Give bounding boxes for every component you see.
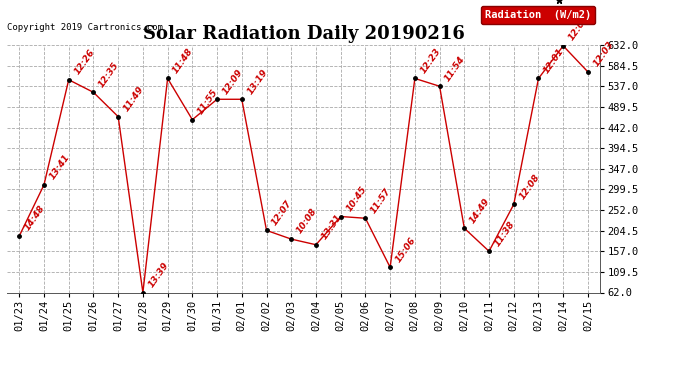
Text: 11:48: 11:48 [171, 46, 195, 75]
Text: 12:03: 12:03 [591, 40, 615, 69]
Title: Solar Radiation Daily 20190216: Solar Radiation Daily 20190216 [143, 26, 464, 44]
Text: 11:38: 11:38 [493, 219, 517, 248]
Text: 12:09: 12:09 [221, 67, 244, 96]
Text: 15:06: 15:06 [394, 235, 417, 264]
Text: 13:39: 13:39 [146, 260, 170, 289]
Text: 13:19: 13:19 [246, 67, 269, 96]
Text: 13:41: 13:41 [48, 153, 72, 182]
Text: 13:31: 13:31 [319, 213, 344, 241]
Text: Copyright 2019 Cartronics.com: Copyright 2019 Cartronics.com [7, 22, 163, 32]
Text: 12:03: 12:03 [567, 14, 591, 42]
Text: 14:48: 14:48 [23, 204, 47, 232]
Text: 12:23: 12:23 [419, 46, 442, 75]
Text: 12:07: 12:07 [270, 198, 294, 227]
Text: 11:49: 11:49 [122, 84, 146, 113]
Text: 14:49: 14:49 [468, 196, 492, 225]
Text: 12:08: 12:08 [518, 172, 541, 201]
Text: 11:54: 11:54 [443, 54, 467, 83]
Text: 11:55: 11:55 [196, 88, 220, 116]
Text: 12:01: 12:01 [542, 46, 566, 75]
Text: 12:35: 12:35 [97, 60, 121, 89]
Text: 12:26: 12:26 [72, 48, 96, 76]
Text: 10:08: 10:08 [295, 207, 319, 236]
Text: 10:45: 10:45 [344, 184, 368, 213]
Text: 11:57: 11:57 [369, 186, 393, 215]
Legend: Radiation  (W/m2): Radiation (W/m2) [480, 6, 595, 24]
